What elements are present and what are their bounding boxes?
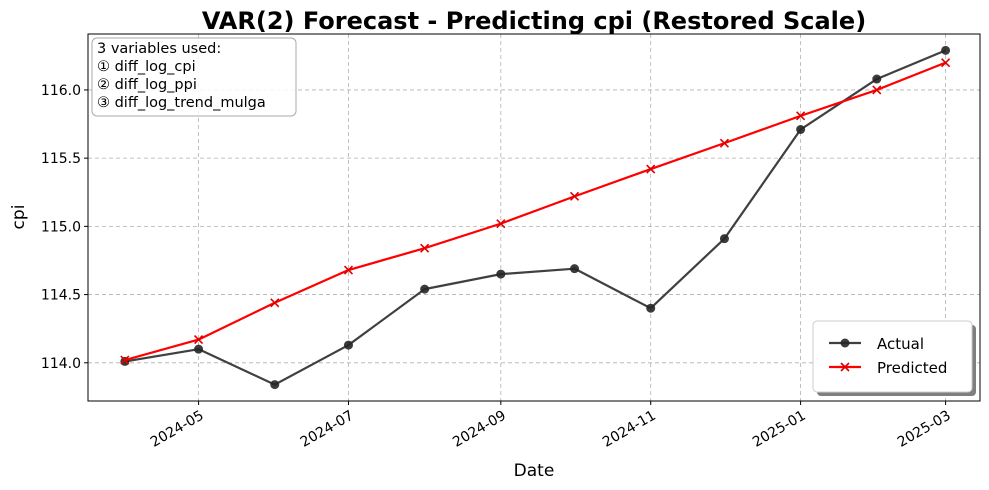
annotation-frame xyxy=(91,37,297,117)
series-line-predicted xyxy=(124,61,947,362)
y-tick-label: 116.0 xyxy=(41,83,81,99)
y-tick-label: 114.5 xyxy=(41,288,81,304)
data-point-predicted xyxy=(270,298,280,308)
x-tick-label: 2024-09 xyxy=(450,408,509,451)
data-point-actual xyxy=(420,284,430,294)
series-line-actual xyxy=(124,49,947,386)
x-axis-label: Date xyxy=(514,461,555,481)
data-point-actual xyxy=(941,45,951,55)
x-tick-label: 2025-03 xyxy=(895,408,954,451)
legend-marker-predicted xyxy=(840,362,850,372)
data-point-actual xyxy=(570,264,580,274)
data-point-actual xyxy=(872,74,882,84)
data-point-predicted xyxy=(796,111,806,121)
annotation-box: 3 variables used: ① diff_log_cpi ② diff_… xyxy=(91,37,297,117)
data-point-actual xyxy=(194,344,204,354)
data-point-predicted xyxy=(343,265,354,275)
data-point-predicted xyxy=(194,335,204,345)
data-point-actual xyxy=(646,303,656,313)
data-point-actual xyxy=(343,340,353,350)
legend-frame xyxy=(812,320,973,393)
annotation-line: ② diff_log_ppi xyxy=(97,77,197,93)
data-point-predicted xyxy=(120,355,130,365)
data-point-predicted xyxy=(872,85,882,95)
annotation-line: ③ diff_log_trend_mulga xyxy=(97,95,266,111)
x-tick-label: 2024-07 xyxy=(298,408,357,451)
x-axis-ticks: 2024-05 2024-07 2024-09 2024-11 2025-01 2025-… xyxy=(148,401,954,451)
annotation-line: ① diff_log_cpi xyxy=(97,59,196,75)
grid-lines xyxy=(88,34,980,401)
chart-title: VAR(2) Forecast - Predicting cpi (Restor… xyxy=(202,7,866,35)
data-point-actual xyxy=(496,269,506,279)
annotation-line: 3 variables used: xyxy=(97,41,221,57)
plot-frame xyxy=(87,33,981,402)
data-point-predicted xyxy=(420,243,430,253)
x-tick-label: 2024-05 xyxy=(148,408,207,451)
data-point-predicted xyxy=(646,164,656,174)
y-axis-label: cpi xyxy=(9,205,29,230)
y-tick-label: 115.0 xyxy=(41,219,81,235)
legend-marker-actual xyxy=(840,338,850,348)
data-point-actual xyxy=(796,125,806,135)
legend-label-predicted: Predicted xyxy=(877,359,947,377)
y-tick-label: 114.0 xyxy=(41,356,81,372)
legend: Actual Predicted xyxy=(812,320,976,396)
data-point-actual xyxy=(270,380,280,390)
data-point-predicted xyxy=(496,219,506,229)
data-point-predicted xyxy=(941,58,951,68)
legend-label-actual: Actual xyxy=(877,335,924,353)
data-point-actual xyxy=(719,234,729,244)
data-point-predicted xyxy=(569,191,580,201)
series-layer xyxy=(120,45,951,390)
data-point-predicted xyxy=(719,138,730,148)
x-tick-label: 2024-11 xyxy=(600,408,659,451)
x-tick-label: 2025-01 xyxy=(750,408,809,451)
y-tick-label: 115.5 xyxy=(41,151,81,167)
y-axis-ticks: 114.0 114.5 115.0 115.5 116.0 xyxy=(41,83,88,372)
